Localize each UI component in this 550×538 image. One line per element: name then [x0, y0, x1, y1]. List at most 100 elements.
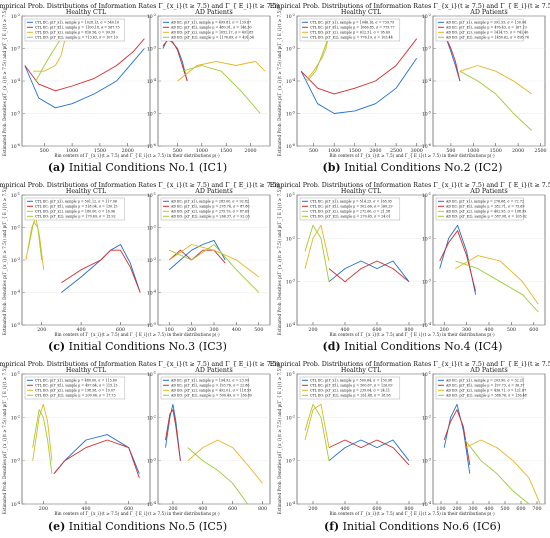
- legend-entry: CTL EC: p(Γ_x1), sample μ = 514.25, σ = …: [310, 200, 392, 204]
- x-tick-label: 500: [173, 148, 182, 154]
- x-tick-label: 700: [532, 506, 541, 512]
- panel-title: Healthy CTL: [66, 367, 107, 374]
- legend-entry: AD EC: p(Γ_x1), sample μ = 194.92, σ = 2…: [170, 379, 249, 383]
- legend-box: [24, 197, 126, 221]
- x-tick-label: 800: [404, 506, 413, 512]
- x-tick-label: 300: [468, 506, 477, 512]
- block-suptitle: Empirical Prob. Distributions of Informa…: [0, 3, 279, 10]
- legend-entry: CTL EO: p(Γ_E2), sample μ = 170.69, σ = …: [35, 215, 116, 219]
- caption-a: (a) Initial Conditions No.1 (IC1): [0, 161, 275, 174]
- legend-entry: CTL EO: p(Γ_E2), sample μ = 713.63, σ = …: [35, 36, 118, 40]
- legend-entry: AD EC: p(Γ_E1), sample μ = 197.73, σ = 3…: [445, 384, 525, 388]
- block-suptitle: Empirical Prob. Distributions of Informa…: [270, 3, 550, 10]
- series-line-red: [328, 260, 410, 283]
- legend-entry: CTL EC: p(Γ_x1), sample μ = 1028.13, σ =…: [35, 21, 119, 25]
- x-tick-label: 200: [168, 506, 177, 512]
- legend-entry: CTL EC: p(Γ_x1), sample μ = 480.00, σ = …: [35, 379, 117, 383]
- x-tick-label: 1500: [349, 148, 361, 154]
- panel-title: Healthy CTL: [341, 188, 382, 195]
- y-tick-label: 10-3: [147, 257, 156, 264]
- y-tick-label: 10-6: [147, 143, 156, 150]
- series-line-green: [182, 65, 261, 114]
- legend-entry: CTL EC: p(Γ_E1), sample μ = 497.64, σ = …: [35, 384, 118, 388]
- y-tick-label: 10-3: [11, 46, 20, 53]
- panel-title: AD Patients: [469, 188, 507, 195]
- y-tick-label: 10-2: [147, 414, 156, 421]
- x-tick-label: 2000: [369, 148, 381, 154]
- block-xlabel: Bin centers of Γ_{x_i}(t ≥ 7.5) and Γ_{̅…: [54, 511, 220, 516]
- caption-c-label: (c): [48, 340, 66, 353]
- panel-title: Healthy CTL: [341, 9, 382, 16]
- caption-a-text: Initial Conditions No.1 (IC1): [65, 161, 228, 174]
- y-tick-label: 10-5: [11, 111, 20, 118]
- panel-title: AD Patients: [194, 367, 232, 374]
- caption-b-text: Initial Conditions No.2 (IC2): [340, 161, 503, 174]
- legend-entry: CTL EO: p(Γ_x2), sample μ = 239.04, σ = …: [310, 389, 390, 393]
- x-tick-label: 2500: [534, 148, 546, 154]
- x-tick-label: 600: [124, 506, 133, 512]
- legend-entry: AD EO: p(Γ_x2), sample μ = 1414.73, σ = …: [445, 31, 528, 35]
- panel-ic6-ad: AD Patients 10-4 10-3 10-2 10-1 100 200 300 400 5…: [422, 367, 546, 512]
- x-tick-label: 200: [308, 506, 317, 512]
- legend-box: [299, 18, 401, 42]
- block-suptitle: Empirical Prob. Distributions of Informa…: [270, 361, 550, 368]
- y-tick-label: 10-1: [11, 192, 20, 199]
- y-tick-label: 10-5: [11, 322, 20, 329]
- y-tick-label: 10-1: [11, 371, 20, 378]
- series-line-green: [304, 224, 330, 282]
- y-tick-label: 10-3: [422, 46, 431, 53]
- series-line-red: [439, 230, 477, 292]
- series-line-red: [443, 409, 471, 465]
- x-tick-label: 600: [372, 327, 381, 333]
- series-line-red: [165, 409, 181, 461]
- series-line-yellow: [32, 403, 53, 461]
- panel-title: Healthy CTL: [66, 9, 107, 16]
- x-tick-label: 1000: [328, 148, 340, 154]
- panel-ic1-ad: AD Patients 10-6 10-5 10-4 10-3 10-2 500 1000 15…: [147, 9, 271, 154]
- x-tick-label: 500: [446, 148, 455, 154]
- caption-e: (e) Initial Conditions No.5 (IC5): [0, 520, 275, 533]
- legend-entry: CTL EO: p(Γ_E2), sample μ = 776.19, σ = …: [310, 36, 393, 40]
- x-tick-label: 1500: [490, 148, 502, 154]
- legend-entry: CTL EC: p(Γ_x1), sample μ = 1046.16, σ =…: [310, 21, 394, 25]
- y-tick-label: 10-3: [11, 257, 20, 264]
- series-line-yellow: [455, 255, 539, 305]
- x-tick-label: 400: [232, 327, 241, 333]
- caption-a-label: (a): [47, 161, 66, 174]
- caption-f-text: Initial Conditions No.6 (IC6): [339, 520, 501, 533]
- block-ylabel: Estimated Prob. Densities p(Γ_{x_i}(t ≥ …: [277, 365, 282, 514]
- panel-ic6-ctl: Empirical Prob. Distributions of Informa…: [270, 361, 550, 516]
- caption-b: (b) Initial Conditions No.2 (IC2): [275, 161, 550, 174]
- series-line-yellow: [168, 244, 260, 278]
- series-line-red: [53, 439, 140, 479]
- legend-box: [435, 197, 524, 221]
- series-line-green: [455, 260, 539, 313]
- legend-entry: AD EO: p(Γ_E2), sample μ = 266.37, σ = 9…: [170, 215, 250, 219]
- x-tick-label: 400: [484, 506, 493, 512]
- y-tick-label: 10-2: [147, 225, 156, 232]
- x-tick-label: 600: [372, 506, 381, 512]
- series-line-green: [187, 447, 248, 505]
- legend-entry: CTL EO: p(Γ_x2), sample μ = 180.00, σ = …: [35, 210, 115, 214]
- x-tick-label: 1000: [66, 148, 78, 154]
- y-tick-label: 10-1: [422, 192, 431, 199]
- caption-e-text: Initial Conditions No.5 (IC5): [65, 520, 228, 533]
- panel-title: AD Patients: [194, 9, 232, 16]
- panel-ic4-ctl: Empirical Prob. Distributions of Informa…: [270, 182, 550, 337]
- y-tick-label: 10-1: [422, 371, 431, 378]
- legend-entry: CTL EO: p(Γ_x2), sample μ = 272.60, σ = …: [310, 210, 390, 214]
- legend-entry: CTL EO: p(Γ_x2), sample μ = 198.58, σ = …: [35, 389, 115, 393]
- legend-entry: AD EC: p(Γ_E1), sample μ = 278.74, σ = 8…: [170, 205, 250, 209]
- y-tick-label: 10-1: [286, 371, 295, 378]
- series-line-blue: [165, 403, 181, 461]
- y-tick-label: 10-4: [147, 290, 156, 297]
- x-tick-label: 2500: [390, 148, 402, 154]
- y-tick-label: 10-4: [11, 501, 20, 508]
- y-tick-label: 10-5: [422, 111, 431, 118]
- legend-entry: CTL EO: p(Γ_x2), sample μ = 816.56, σ = …: [35, 31, 115, 35]
- y-tick-label: 10-2: [286, 414, 295, 421]
- legend-entry: CTL EC: p(Γ_E1), sample μ = 1100.18, σ =…: [35, 26, 120, 30]
- y-tick-label: 10-3: [147, 46, 156, 53]
- legend-entry: AD EO: p(Γ_E2), sample μ = 1176.69, σ = …: [170, 36, 254, 40]
- y-tick-label: 10-3: [286, 279, 295, 286]
